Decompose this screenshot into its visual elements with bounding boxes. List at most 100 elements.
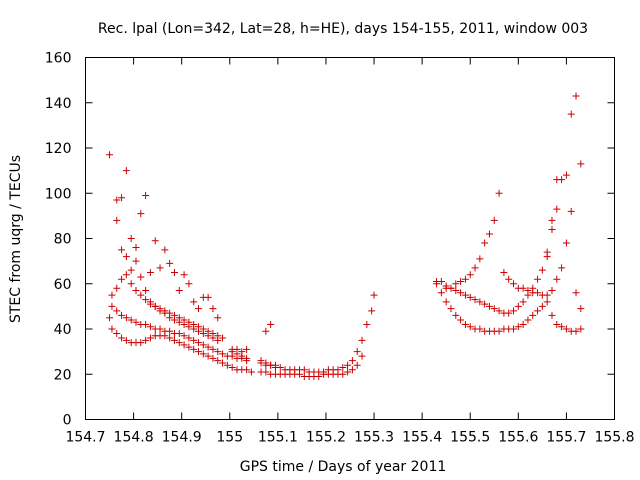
x-tick-label: 155.8	[594, 430, 634, 446]
data-point	[137, 273, 145, 281]
y-tick-label: 120	[45, 141, 72, 157]
data-point	[233, 345, 241, 353]
data-point	[505, 309, 513, 317]
data-point	[209, 334, 217, 342]
data-point	[108, 325, 116, 333]
data-point	[262, 327, 270, 335]
data-point	[452, 311, 460, 319]
data-point	[209, 345, 217, 353]
data-point	[195, 327, 203, 335]
data-point	[538, 302, 546, 310]
data-point	[113, 216, 121, 224]
data-point	[452, 287, 460, 295]
data-point	[223, 361, 231, 369]
x-tick-label: 154.9	[162, 430, 202, 446]
data-point	[209, 305, 217, 313]
data-point	[344, 361, 352, 369]
data-point	[146, 334, 154, 342]
data-point	[276, 363, 284, 371]
data-point	[137, 210, 145, 218]
data-point	[113, 196, 121, 204]
data-point	[370, 291, 378, 299]
data-point	[243, 354, 251, 362]
data-point	[572, 92, 580, 100]
data-point	[577, 160, 585, 168]
data-point	[562, 171, 570, 179]
data-point	[195, 339, 203, 347]
data-point	[142, 192, 150, 200]
data-point	[185, 323, 193, 331]
data-point	[562, 239, 570, 247]
data-point	[118, 334, 126, 342]
data-point	[543, 291, 551, 299]
data-point	[166, 259, 174, 267]
data-point	[146, 323, 154, 331]
data-point	[151, 237, 159, 245]
data-point	[127, 280, 135, 288]
data-point	[122, 271, 130, 279]
data-point	[514, 323, 522, 331]
y-tick-label: 60	[54, 277, 72, 293]
data-point	[142, 287, 150, 295]
data-point	[534, 289, 542, 297]
data-point	[567, 110, 575, 118]
data-point	[437, 289, 445, 297]
data-point	[170, 268, 178, 276]
x-tick-label: 155.5	[450, 430, 490, 446]
y-tick-label: 80	[54, 232, 72, 248]
data-point	[146, 298, 154, 306]
data-point	[461, 291, 469, 299]
data-point	[199, 341, 207, 349]
data-point	[437, 277, 445, 285]
x-tick-label: 155.2	[306, 430, 346, 446]
data-point	[490, 216, 498, 224]
x-tick-label: 154.8	[114, 430, 154, 446]
data-point	[481, 300, 489, 308]
data-point	[344, 368, 352, 376]
data-point	[243, 345, 251, 353]
data-point	[471, 296, 479, 304]
data-point	[471, 264, 479, 272]
data-point	[108, 302, 116, 310]
data-points	[106, 92, 585, 381]
data-point	[219, 359, 227, 367]
data-point	[204, 352, 212, 360]
data-point	[320, 368, 328, 376]
data-point	[161, 309, 169, 317]
y-tick-label: 0	[63, 413, 72, 429]
data-point	[190, 336, 198, 344]
data-point	[300, 366, 308, 374]
data-point	[175, 330, 183, 338]
x-tick-label: 155.1	[258, 430, 298, 446]
data-point	[151, 302, 159, 310]
data-point	[339, 363, 347, 371]
data-point	[548, 216, 556, 224]
data-point	[562, 325, 570, 333]
data-point	[170, 316, 178, 324]
data-point	[204, 293, 212, 301]
data-point	[137, 291, 145, 299]
data-point	[519, 320, 527, 328]
data-point	[348, 357, 356, 365]
y-tick-label: 40	[54, 322, 72, 338]
data-point	[461, 320, 469, 328]
data-point	[567, 207, 575, 215]
data-point	[510, 280, 518, 288]
data-point	[127, 235, 135, 242]
data-point	[577, 305, 585, 313]
x-axis-label: GPS time / Days of year 2011	[240, 459, 447, 475]
data-point	[142, 296, 150, 304]
data-point	[118, 246, 126, 254]
data-point	[457, 277, 465, 285]
data-point	[122, 167, 130, 175]
data-point	[118, 275, 126, 283]
data-point	[490, 305, 498, 313]
data-point	[132, 318, 140, 326]
data-point	[529, 311, 537, 319]
data-point	[156, 307, 164, 315]
data-point	[137, 339, 145, 347]
data-point	[447, 284, 455, 292]
data-point	[195, 305, 203, 313]
data-point	[175, 318, 183, 326]
data-point	[132, 257, 140, 265]
